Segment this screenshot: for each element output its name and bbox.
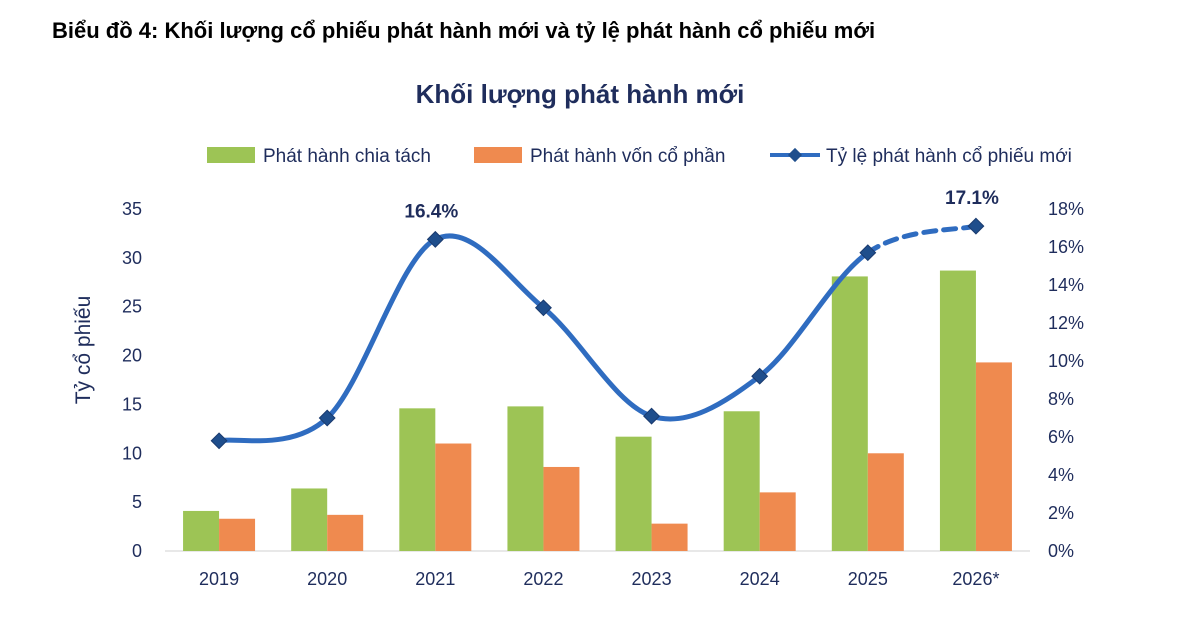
bar-phat-hanh-chia-tach <box>183 510 220 551</box>
legend-label: Phát hành vốn cổ phần <box>530 146 725 167</box>
rate-marker <box>751 367 769 385</box>
rate-marker <box>643 407 661 425</box>
bar-phat-hanh-von-co-phan <box>543 466 580 551</box>
rate-marker <box>534 299 552 317</box>
legend: Phát hành chia tách Phát hành vốn cổ phần… <box>207 146 1072 167</box>
left-tick-label: 10 <box>122 443 142 463</box>
legend-swatch <box>207 147 255 163</box>
x-tick-label: 2026* <box>952 569 999 589</box>
left-axis: 0 5 10 15 20 25 30 35 Tỷ cổ phiếu <box>72 199 142 561</box>
bars <box>183 270 1012 551</box>
left-axis-label: Tỷ cổ phiếu <box>72 296 95 405</box>
rate-data-label: 17.1% <box>945 188 999 209</box>
right-tick-label: 12% <box>1048 313 1084 333</box>
x-tick-label: 2024 <box>740 569 780 589</box>
right-axis: 0% 2% 4% 6% 8% 10% 12% 14% 16% 18% <box>1048 199 1084 561</box>
left-tick-label: 35 <box>122 199 142 219</box>
rate-marker <box>426 230 444 248</box>
right-tick-label: 4% <box>1048 465 1074 485</box>
right-tick-label: 8% <box>1048 389 1074 409</box>
bar-phat-hanh-chia-tach <box>399 408 436 551</box>
rate-marker <box>210 432 228 450</box>
right-tick-label: 10% <box>1048 351 1084 371</box>
bar-phat-hanh-chia-tach <box>291 488 328 551</box>
right-tick-label: 6% <box>1048 427 1074 447</box>
legend-label: Tỷ lệ phát hành cổ phiếu mới <box>826 146 1072 167</box>
legend-marker <box>787 147 803 163</box>
left-tick-label: 0 <box>132 541 142 561</box>
bar-phat-hanh-chia-tach <box>939 270 976 551</box>
bar-phat-hanh-chia-tach <box>723 411 760 551</box>
left-tick-label: 15 <box>122 394 142 414</box>
x-tick-label: 2022 <box>523 569 563 589</box>
left-tick-label: 25 <box>122 297 142 317</box>
bar-phat-hanh-von-co-phan <box>327 514 364 551</box>
rate-line-dashed <box>865 223 979 256</box>
data-labels: 16.4% 17.1% <box>404 188 999 222</box>
x-tick-label: 2023 <box>632 569 672 589</box>
x-axis: 2019 2020 2021 2022 2023 2024 2025 2026* <box>165 550 1030 589</box>
x-tick-label: 2025 <box>848 569 888 589</box>
legend-label: Phát hành chia tách <box>263 146 431 167</box>
rate-data-label: 16.4% <box>404 201 458 222</box>
left-tick-label: 20 <box>122 346 142 366</box>
x-tick-label: 2019 <box>199 569 239 589</box>
rate-marker <box>318 409 336 427</box>
right-tick-label: 14% <box>1048 275 1084 295</box>
bar-phat-hanh-von-co-phan <box>975 362 1012 551</box>
bar-phat-hanh-von-co-phan <box>651 523 688 551</box>
right-tick-label: 16% <box>1048 237 1084 257</box>
bar-phat-hanh-von-co-phan <box>867 453 904 551</box>
x-tick-label: 2020 <box>307 569 347 589</box>
legend-swatch <box>474 147 522 163</box>
rate-marker <box>859 244 877 262</box>
bar-phat-hanh-chia-tach <box>831 276 868 551</box>
bar-phat-hanh-von-co-phan <box>435 443 472 551</box>
rate-line <box>210 217 985 450</box>
bar-phat-hanh-chia-tach <box>507 406 544 551</box>
right-tick-label: 0% <box>1048 541 1074 561</box>
figure-heading: Biểu đồ 4: Khối lượng cổ phiếu phát hành… <box>52 18 876 43</box>
bar-phat-hanh-chia-tach <box>615 436 652 551</box>
chart-title: Khối lượng phát hành mới <box>416 79 745 109</box>
x-tick-label: 2021 <box>415 569 455 589</box>
right-tick-label: 18% <box>1048 199 1084 219</box>
bar-phat-hanh-von-co-phan <box>219 518 256 551</box>
left-tick-label: 5 <box>132 492 142 512</box>
right-tick-label: 2% <box>1048 503 1074 523</box>
rate-marker <box>967 217 985 235</box>
left-tick-label: 30 <box>122 248 142 268</box>
bar-phat-hanh-von-co-phan <box>759 492 796 551</box>
